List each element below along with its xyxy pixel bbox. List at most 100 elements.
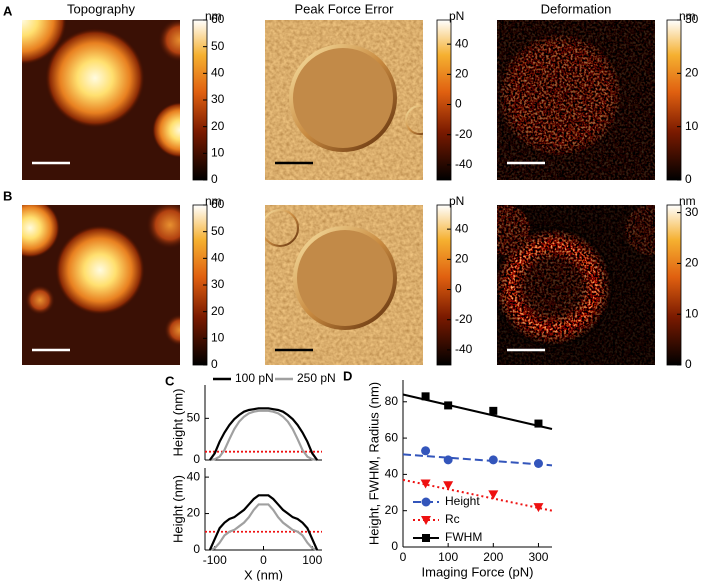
y-tick-label: 40 xyxy=(385,467,399,481)
profile-line xyxy=(209,409,318,462)
x-tick-label: 100 xyxy=(302,553,322,567)
colorbar-tick-label: -40 xyxy=(455,157,473,171)
x-tick-label: -100 xyxy=(203,553,227,567)
panel-label: A xyxy=(3,3,13,18)
topography-image xyxy=(22,20,180,180)
x-axis-label: X (nm) xyxy=(244,567,283,581)
afm-images xyxy=(22,20,655,365)
colorbar-tick-label: 40 xyxy=(455,221,469,235)
colorbar-tick-label: 30 xyxy=(211,277,225,291)
data-point xyxy=(488,455,498,465)
topography-image xyxy=(22,205,180,365)
y-tick-label: 50 xyxy=(187,411,201,425)
data-point xyxy=(489,406,498,415)
colorbar-tick-label: 10 xyxy=(685,306,699,320)
colorbar-tick-label: 10 xyxy=(211,146,225,160)
peak-force-error-image xyxy=(265,20,423,180)
y-tick-label: 60 xyxy=(385,430,399,444)
colorbar-tick-label: 20 xyxy=(685,256,699,270)
data-point xyxy=(533,459,543,468)
y-tick-label: 0 xyxy=(391,539,398,553)
colorbar-tick-label: 10 xyxy=(685,119,699,133)
colorbar xyxy=(666,204,682,366)
panel-label: C xyxy=(165,373,175,388)
colorbar-tick-label: 30 xyxy=(211,92,225,106)
legend-label: Height xyxy=(445,494,480,508)
colorbar-tick-label: 0 xyxy=(211,357,218,371)
data-point xyxy=(443,455,453,465)
legend-label: 250 pN xyxy=(297,371,336,385)
colorbar-tick-label: 0 xyxy=(211,172,218,186)
colorbar-tick-label: 20 xyxy=(211,304,225,318)
colorbar xyxy=(436,204,452,366)
colorbar-tick-label: 40 xyxy=(211,66,225,80)
image-title: Deformation xyxy=(541,1,612,16)
colorbar-tick-label: 30 xyxy=(685,12,699,26)
data-point xyxy=(533,503,544,513)
colorbar-tick-label: 20 xyxy=(211,119,225,133)
data-point xyxy=(421,392,430,401)
legend-label: Rc xyxy=(445,512,460,526)
colorbar-unit: pN xyxy=(449,9,464,23)
colorbar-tick-label: 40 xyxy=(455,36,469,50)
colorbar-unit: nm xyxy=(679,194,696,208)
image-title: Peak Force Error xyxy=(295,1,395,16)
colorbar-tick-label: 20 xyxy=(455,67,469,81)
profile-line xyxy=(208,407,319,461)
y-axis-label: Height, FWHM, Radius (nm) xyxy=(366,382,381,545)
colorbar xyxy=(666,19,682,181)
y-tick-label: 0 xyxy=(193,452,200,466)
profile-line xyxy=(208,494,319,551)
legend-label: 100 pN xyxy=(235,371,274,385)
colorbar xyxy=(436,19,452,181)
peak-force-error-image xyxy=(265,205,423,365)
colorbar-tick-label: 0 xyxy=(685,172,692,186)
panel-label: B xyxy=(3,188,12,203)
colorbar-unit: nm xyxy=(679,9,696,23)
y-axis-label: Height (nm) xyxy=(170,475,185,543)
y-tick-label: 80 xyxy=(385,394,399,408)
colorbar-tick-label: 20 xyxy=(455,252,469,266)
fit-line xyxy=(402,453,553,467)
x-axis-label: Imaging Force (pN) xyxy=(422,564,534,579)
data-point xyxy=(420,479,431,489)
x-tick-label: 0 xyxy=(260,553,267,567)
colorbar-tick-label: 60 xyxy=(211,197,225,211)
colorbar-tick-label: 0 xyxy=(455,97,462,111)
colorbar-unit: pN xyxy=(449,194,464,208)
data-point xyxy=(534,419,543,428)
data-point xyxy=(421,446,431,456)
profile-line xyxy=(209,503,318,552)
x-tick-label: 200 xyxy=(483,550,503,564)
colorbar-unit: nm xyxy=(205,9,222,23)
fit-line xyxy=(402,478,553,512)
y-tick-label: 20 xyxy=(385,503,399,517)
colorbar-tick-label: 40 xyxy=(211,251,225,265)
colorbar-tick-label: 20 xyxy=(685,66,699,80)
data-point xyxy=(422,534,430,542)
x-tick-label: 0 xyxy=(400,550,407,564)
x-tick-label: 100 xyxy=(438,550,458,564)
legend-label: FWHM xyxy=(445,530,482,544)
colorbar-tick-label: 30 xyxy=(685,205,699,219)
colorbar-tick-label: -40 xyxy=(455,342,473,356)
colorbar-tick-label: 0 xyxy=(685,357,692,371)
colorbar-tick-label: -20 xyxy=(455,127,473,141)
colorbar-tick-label: 60 xyxy=(211,12,225,26)
data-point xyxy=(443,481,454,491)
deformation-image xyxy=(497,20,655,180)
deformation-image xyxy=(497,205,655,365)
colorbar-tick-label: 50 xyxy=(211,39,225,53)
colorbar-tick-label: 0 xyxy=(455,282,462,296)
data-point xyxy=(421,516,431,525)
data-point xyxy=(421,497,431,507)
y-axis-label: Height (nm) xyxy=(170,389,185,457)
x-tick-label: 300 xyxy=(528,550,548,564)
colorbar-tick-label: 50 xyxy=(211,224,225,238)
data-point xyxy=(488,490,499,500)
colorbar-tick-label: -20 xyxy=(455,312,473,326)
data-point xyxy=(444,401,453,410)
y-tick-label: 0 xyxy=(193,542,200,556)
y-tick-label: 40 xyxy=(187,469,201,483)
